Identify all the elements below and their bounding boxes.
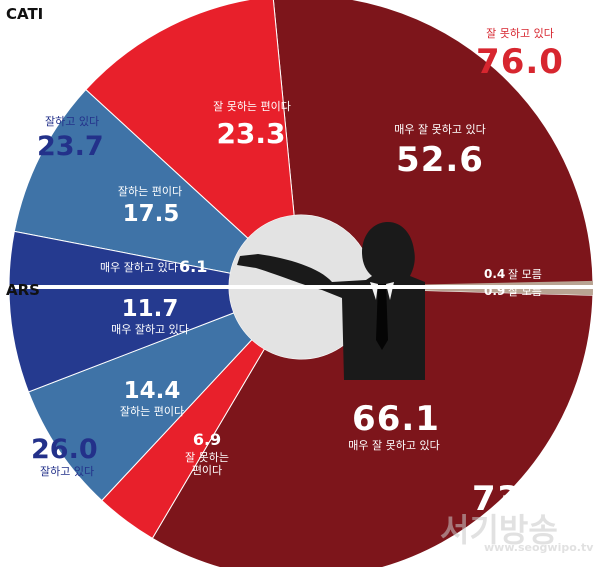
ars-bad-value: 6.9 <box>192 430 222 449</box>
watermark-url: www.seogwipo.tv <box>484 541 594 554</box>
cati-bad-label: 잘 못하는 편이다 <box>213 100 291 113</box>
cati-negative-total-value: 76.0 <box>476 42 564 82</box>
cati-very-good-label: 매우 잘하고 있다 <box>100 261 178 274</box>
ars-very-good-label: 매우 잘하고 있다 <box>111 323 189 336</box>
cati-good-value: 17.5 <box>122 201 180 227</box>
ars-very-good-value: 11.7 <box>121 296 179 322</box>
cati-good-label: 잘하는 편이다 <box>117 185 183 198</box>
ars-unknown-label: 잘 모름 <box>508 285 542 298</box>
cati-negative-total-label: 잘 못하고 있다 <box>486 27 554 40</box>
ars-bad-label-line2: 편이다 <box>191 464 223 477</box>
cati-bad-value: 23.3 <box>216 117 286 150</box>
ars-positive-total-value: 26.0 <box>31 434 98 465</box>
cati-positive-total-label: 잘하고 있다 <box>45 115 100 128</box>
watermark-logo: 서기방송 <box>440 511 558 549</box>
ars-very-bad-value: 66.1 <box>352 399 440 439</box>
ars-negative-total-label: 잘 못하고 있다 <box>482 519 550 532</box>
ars-negative-total-value: 73.0 <box>472 479 560 519</box>
ars-unknown-value: 0.9 <box>484 284 506 298</box>
ars-good-label: 잘하는 편이다 <box>119 405 185 418</box>
cati-very-bad-value: 52.6 <box>396 140 484 180</box>
ars-good-value: 14.4 <box>123 378 181 404</box>
cati-section-label: CATI <box>6 5 44 23</box>
ars-very-bad-label: 매우 잘 못하고 있다 <box>348 439 440 452</box>
cati-very-good-value: 6.1 <box>179 257 208 276</box>
cati-unknown-value: 0.4 <box>484 267 506 281</box>
ars-bad-label-line1: 잘 못하는 <box>185 451 229 464</box>
ars-slice-unknown <box>372 287 593 296</box>
ars-positive-total-label: 잘하고 있다 <box>40 465 95 478</box>
cati-very-bad-label: 매우 잘 못하고 있다 <box>394 123 486 136</box>
cati-positive-total-value: 23.7 <box>37 131 104 162</box>
cati-unknown-label: 잘 모름 <box>508 268 542 281</box>
ars-section-label: ARS <box>6 281 40 299</box>
